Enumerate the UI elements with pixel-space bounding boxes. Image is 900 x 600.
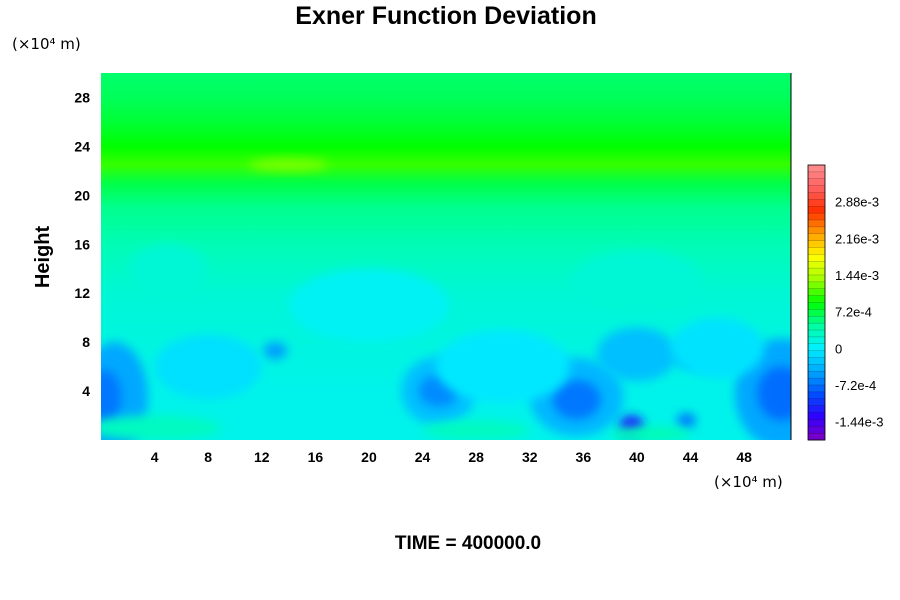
colorbar-segment <box>808 398 825 407</box>
colorbar-frame <box>807 164 826 441</box>
y-tick-label: 28 <box>74 89 90 105</box>
x-tick-label: 8 <box>204 449 212 465</box>
y-tick-label: 12 <box>74 285 90 301</box>
y-axis-unit: (×10⁴ m) <box>12 35 81 53</box>
colorbar-segment <box>808 165 825 173</box>
x-tick-label: 20 <box>361 449 377 465</box>
x-tick-label: 12 <box>254 449 270 465</box>
y-tick-label: 8 <box>82 334 90 350</box>
x-axis-ticks: 4 8 12 16 20 24 28 32 36 40 44 48 <box>151 449 752 465</box>
colorbar-tick-label: 2.88e-3 <box>835 195 879 210</box>
field-anomalies <box>101 158 791 440</box>
colorbar-segment <box>808 220 825 228</box>
field-anomaly <box>552 380 601 420</box>
time-label: TIME = 400000.0 <box>395 533 541 554</box>
colorbar-tick-label: 7.2e-4 <box>835 305 872 320</box>
x-tick-label: 44 <box>683 449 699 465</box>
field-anomaly <box>101 370 122 425</box>
field-anomaly <box>127 244 209 294</box>
colorbar-segment <box>808 192 825 200</box>
x-tick-label: 4 <box>151 449 159 465</box>
colorbar-segment <box>808 275 825 283</box>
colorbar-segment <box>808 261 825 269</box>
colorbar-segment <box>808 254 825 262</box>
colorbar-segment <box>808 178 825 187</box>
colorbar-tick-label: 1.44e-3 <box>835 268 879 283</box>
colorbar-segment <box>808 316 825 324</box>
colorbar-segment <box>808 206 825 214</box>
colorbar-tick-label: -7.2e-4 <box>835 378 876 393</box>
colorbar-segment <box>808 247 825 255</box>
x-tick-label: 40 <box>629 449 645 465</box>
colorbar-segment <box>808 199 825 207</box>
colorbar-segment <box>808 426 825 434</box>
colorbar-segment <box>808 405 825 413</box>
colorbar-segment <box>808 288 825 297</box>
field-anomaly <box>596 327 678 382</box>
colorbar-segment <box>808 364 825 372</box>
colorbar-tick-label: 2.16e-3 <box>835 231 879 246</box>
colorbar-segment <box>808 343 825 352</box>
colorbar-segment <box>808 323 825 331</box>
colorbar-segment <box>808 412 825 420</box>
y-tick-label: 16 <box>74 236 90 252</box>
field-anomaly <box>288 268 450 343</box>
y-tick-label: 20 <box>74 187 90 203</box>
colorbar-segment <box>808 213 825 221</box>
colorbar-segment <box>808 240 825 248</box>
colorbar-segment <box>808 309 825 317</box>
x-tick-label: 16 <box>308 449 324 465</box>
field-anomaly <box>101 415 222 440</box>
colorbar-segment <box>808 391 825 400</box>
x-axis-unit: (×10⁴ m) <box>714 473 783 491</box>
field-anomaly <box>757 366 791 421</box>
colorbar-segment <box>808 233 825 242</box>
colorbar-segment <box>808 378 825 386</box>
y-tick-label: 24 <box>74 138 90 154</box>
field-anomaly <box>569 250 704 312</box>
colorbar-segment <box>808 295 825 303</box>
contour-field <box>101 73 791 440</box>
field-anomaly <box>610 426 691 440</box>
field-anomaly <box>422 420 530 440</box>
field-anomaly <box>670 317 765 379</box>
colorbar-segment <box>808 433 825 441</box>
colorbar-tick-label: 0 <box>835 341 842 356</box>
y-axis-label: Height <box>32 226 54 289</box>
x-tick-label: 36 <box>576 449 592 465</box>
x-tick-label: 48 <box>736 449 752 465</box>
colorbar-segment <box>808 330 825 338</box>
y-axis-ticks: 4 8 12 16 20 24 28 <box>74 89 90 399</box>
x-tick-label: 32 <box>522 449 538 465</box>
colorbar-segment <box>808 385 825 393</box>
field-anomaly <box>263 342 288 360</box>
chart-title: Exner Function Deviation <box>295 2 596 30</box>
colorbar-segment <box>808 302 825 310</box>
y-tick-label: 4 <box>82 383 90 399</box>
field-anomaly <box>677 413 696 428</box>
colorbar-segment <box>808 371 825 379</box>
field-anomaly <box>154 334 262 399</box>
field-anomaly <box>435 329 570 404</box>
colorbar: 2.88e-3 2.16e-3 1.44e-3 7.2e-4 0 -7.2e-4 -1.44… <box>807 164 883 441</box>
colorbar-segment <box>808 281 825 290</box>
colorbar-segment <box>808 350 825 358</box>
colorbar-tick-label: -1.44e-3 <box>835 415 883 430</box>
x-tick-label: 24 <box>415 449 431 465</box>
colorbar-segment <box>808 226 825 235</box>
colorbar-segment <box>808 336 825 345</box>
field-anomaly <box>248 158 329 171</box>
colorbar-segment <box>808 268 825 276</box>
x-tick-label: 28 <box>468 449 484 465</box>
colorbar-segment <box>808 357 825 365</box>
colorbar-segment <box>808 185 825 193</box>
colorbar-segment <box>808 171 825 180</box>
colorbar-segment <box>808 419 825 427</box>
